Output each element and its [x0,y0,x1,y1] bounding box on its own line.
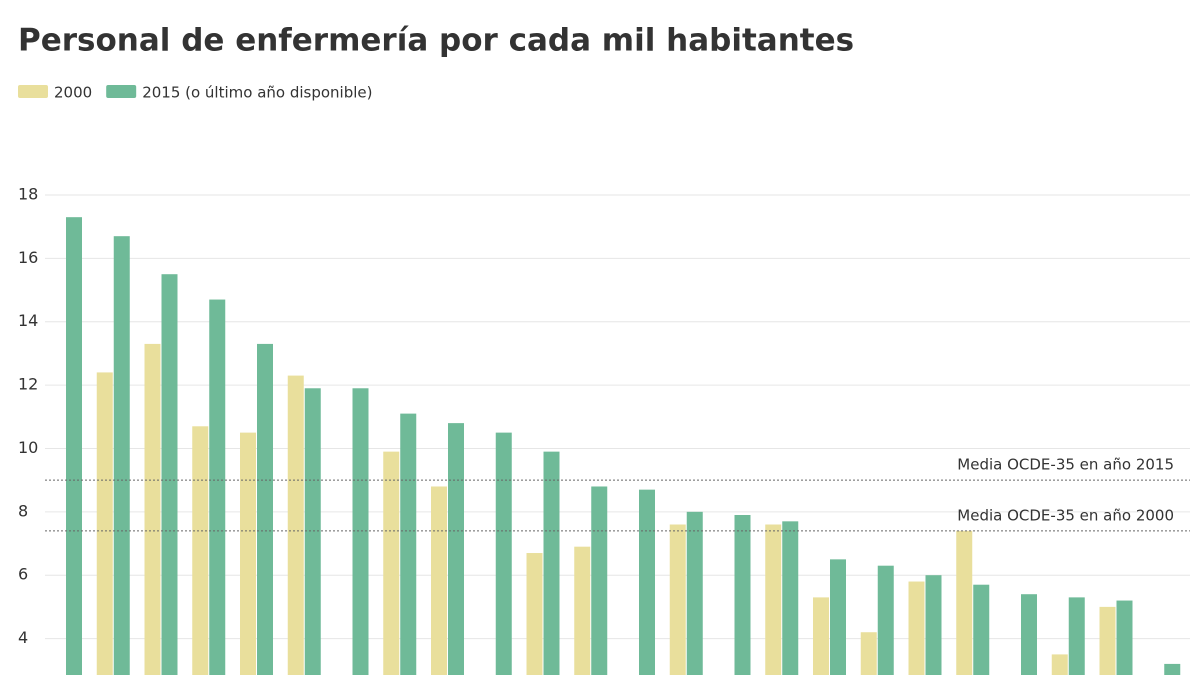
legend-label: 2000 [54,84,92,102]
bar [287,375,304,675]
y-tick-label: 16 [18,248,38,267]
chart-title: Personal de enfermería por cada mil habi… [18,23,854,59]
bar [495,432,512,675]
bar [352,388,369,675]
bar [877,565,894,675]
bar [1051,654,1068,675]
bar [161,274,178,675]
bar [431,486,447,675]
y-tick-label: 10 [18,438,38,457]
y-tick-label: 14 [18,311,38,330]
y-tick-label: 12 [18,375,38,394]
bar [908,581,925,675]
reference-label: Media OCDE-35 en año 2015 [957,456,1174,474]
y-tick-label: 18 [18,185,38,204]
y-tick-label: 6 [18,565,28,584]
bar [400,413,417,675]
bar [257,343,273,675]
bar [686,511,703,675]
bar [304,388,321,675]
y-tick-label: 4 [18,628,28,647]
bar [240,432,256,675]
bar [973,584,990,675]
bar [1068,597,1085,675]
bar [813,597,829,675]
bar [383,451,400,675]
bar [526,553,543,675]
bar [1021,594,1037,675]
reference-label: Media OCDE-35 en año 2000 [957,506,1174,524]
bar [1164,663,1181,675]
bar [209,299,226,675]
legend-label: 2015 (o último año disponible) [142,84,372,102]
bar [925,575,942,675]
bar [765,524,782,675]
bar [956,530,973,675]
bar [782,521,799,675]
bar [1116,600,1133,675]
bar [113,236,130,675]
bar [591,486,608,675]
bar [734,515,751,675]
bar [96,372,113,675]
legend-swatch [106,85,137,98]
bar [1099,606,1116,675]
legend-swatch [18,85,48,98]
bar [639,489,655,675]
y-tick-label: 8 [18,501,28,520]
bar [574,546,591,675]
bar [192,426,209,675]
bar [860,632,877,675]
bar [448,423,464,675]
bar [66,217,82,675]
bar [543,451,560,675]
bar [144,343,161,675]
bar [669,524,686,675]
bar [830,559,846,675]
